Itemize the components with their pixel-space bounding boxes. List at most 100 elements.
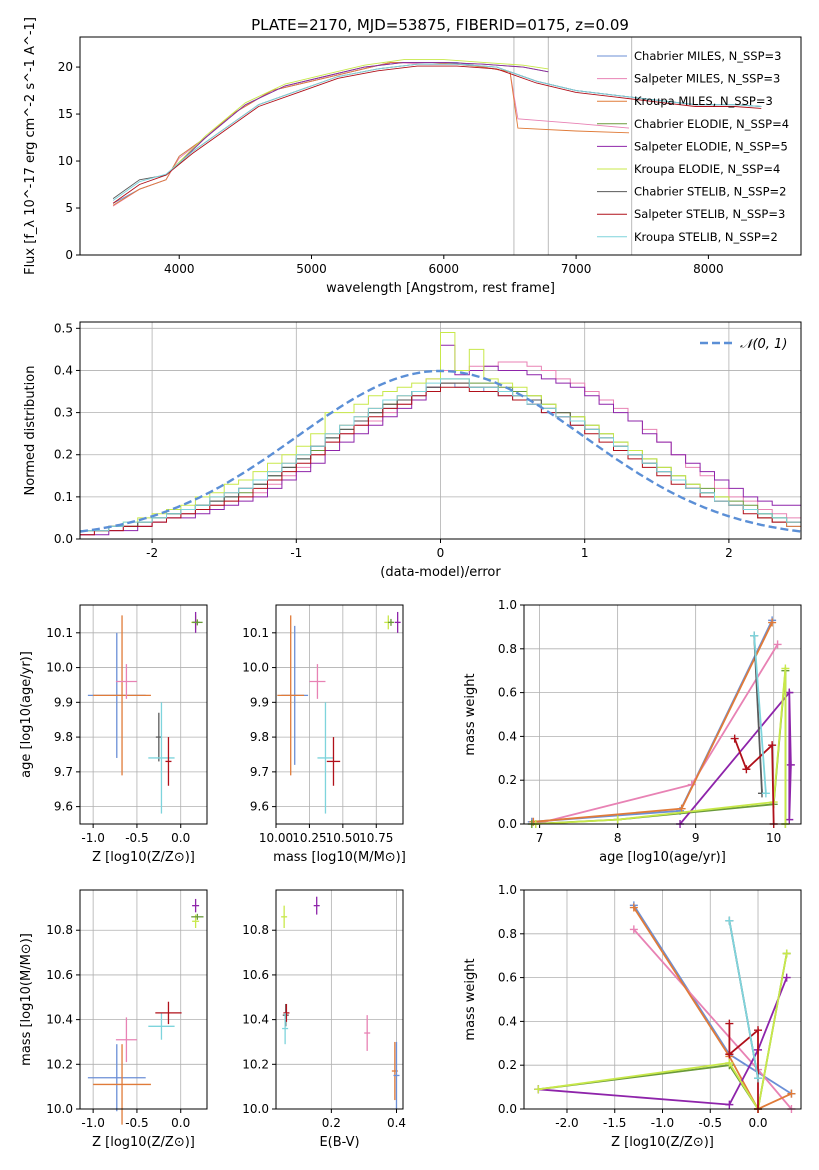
weight-marker bbox=[785, 815, 794, 824]
mass_vs_age-axes: 10.00 10.25 10.50 10.75 9.6 9.7 9.8 9.9 10.0 10.1… bbox=[242, 605, 406, 865]
plot-frame bbox=[79, 889, 208, 1110]
weight-marker bbox=[725, 916, 734, 925]
weight-marker bbox=[787, 1089, 796, 1098]
z_vs_mass-points bbox=[87, 898, 204, 1125]
legend-label: 𝒩(0, 1) bbox=[740, 337, 787, 352]
weight-marker bbox=[725, 1019, 734, 1028]
x-tick-label: -1.0 bbox=[81, 831, 104, 845]
legend-label: Chabrier MILES, N_SSP=3 bbox=[634, 49, 781, 63]
x-tick-label: 5000 bbox=[296, 262, 327, 276]
y-tick-label: 9.8 bbox=[54, 730, 73, 744]
weight-marker bbox=[742, 765, 751, 774]
x-tick-label: 10 bbox=[766, 831, 781, 845]
x-tick-label: 4000 bbox=[164, 262, 195, 276]
legend-label: Kroupa ELODIE, N_SSP=4 bbox=[634, 162, 780, 176]
x-axis-label: mass [log10(M/M⊙)] bbox=[273, 850, 406, 865]
errorbar-point bbox=[364, 1015, 371, 1051]
spectrum-series-line bbox=[165, 59, 549, 176]
plot-frame bbox=[275, 889, 404, 1110]
y-tick-label: 0.4 bbox=[498, 729, 517, 743]
x-axis-label: Z [log10(Z/Z⊙)] bbox=[92, 1135, 195, 1150]
x-tick-label: 10.00 bbox=[259, 831, 293, 845]
histogram-series bbox=[80, 378, 801, 539]
errorbar-point bbox=[155, 1001, 182, 1025]
weight-marker bbox=[754, 1026, 763, 1035]
weight-series-line bbox=[538, 977, 788, 1106]
y-tick-label: 10.1 bbox=[46, 626, 73, 640]
plot-frame bbox=[79, 36, 802, 256]
y-tick-label: 0.8 bbox=[498, 927, 517, 941]
x-tick-label: 0.0 bbox=[748, 1116, 767, 1130]
y-tick-label: 10.8 bbox=[242, 923, 269, 937]
errorbar-point bbox=[277, 615, 305, 776]
weight-marker bbox=[773, 640, 782, 649]
y-axis-label: mass [log10(M/M⊙)] bbox=[19, 933, 34, 1066]
spectrum-series-line bbox=[165, 61, 549, 176]
errorbar-point bbox=[93, 615, 151, 776]
weight-marker bbox=[730, 734, 739, 743]
x-tick-label: 10.75 bbox=[359, 831, 393, 845]
errorbar-point bbox=[283, 1003, 290, 1022]
y-tick-label: 0.0 bbox=[498, 1102, 517, 1116]
errorbar-point bbox=[93, 1044, 151, 1125]
y-tick-label: 10.4 bbox=[46, 1013, 73, 1027]
weight-marker bbox=[613, 815, 622, 824]
gaussian-curve bbox=[80, 369, 801, 533]
weight-marker bbox=[761, 789, 770, 798]
errorbar-point bbox=[192, 898, 200, 913]
x-tick-label: 9 bbox=[692, 831, 700, 845]
z_vs_age-axes: -1.0 -0.5 0.0 9.6 9.7 9.8 9.9 10.0 10.1 Z [log10(… bbox=[19, 605, 207, 865]
y-tick-label: 0.2 bbox=[498, 1058, 517, 1072]
z_vs_mass-axes: -1.0 -0.5 0.0 10.0 10.2 10.4 10.6 10.8 Z [log10(… bbox=[19, 890, 207, 1150]
histogram-layer bbox=[80, 332, 801, 539]
x-axis-label: age [log10(age/yr)] bbox=[599, 850, 726, 865]
x-axis-label: Z [log10(Z/Z⊙)] bbox=[611, 1135, 714, 1150]
errorbar-point bbox=[313, 896, 320, 915]
y-axis-label: mass weight bbox=[463, 958, 478, 1040]
x-tick-label: 0.4 bbox=[387, 1116, 406, 1130]
y-tick-label: 10.6 bbox=[46, 968, 73, 982]
errorbar-point bbox=[115, 664, 137, 699]
legend-label: Kroupa MILES, N_SSP=3 bbox=[634, 94, 773, 108]
errorbar-point bbox=[326, 737, 341, 786]
spectrum-lines bbox=[112, 37, 762, 255]
weight-series-line bbox=[538, 953, 788, 1112]
y-tick-label: 10.0 bbox=[46, 661, 73, 675]
y-tick-label: 0.3 bbox=[54, 406, 73, 420]
weight-marker bbox=[782, 949, 791, 958]
weight-marker bbox=[782, 973, 791, 982]
legend-label: Kroupa STELIB, N_SSP=2 bbox=[634, 230, 778, 244]
plot-frame bbox=[79, 604, 208, 825]
errorbar-point bbox=[115, 1017, 137, 1063]
spectrum-legend: Chabrier MILES, N_SSP=3 Salpeter MILES, N… bbox=[597, 49, 789, 244]
weight-series-line bbox=[728, 1023, 759, 1109]
y-tick-label: 0.2 bbox=[498, 773, 517, 787]
errorbar-point bbox=[387, 618, 394, 626]
plot-frame bbox=[523, 889, 802, 1110]
errorbar-point bbox=[309, 664, 326, 699]
y-tick-label: 15 bbox=[58, 107, 73, 121]
weight-series-line bbox=[633, 907, 792, 1111]
errorbar-point bbox=[87, 1044, 146, 1112]
weight-marker bbox=[629, 903, 638, 912]
y-axis-label: age [log10(age/yr)] bbox=[19, 651, 34, 778]
weight-marker bbox=[725, 1100, 734, 1109]
y-tick-label: 10.8 bbox=[46, 923, 73, 937]
spectrum-series-line bbox=[112, 65, 762, 204]
y-tick-label: 9.9 bbox=[54, 695, 73, 709]
errorbar-point bbox=[165, 737, 172, 786]
y-tick-label: 0.6 bbox=[498, 686, 517, 700]
errorbar-point bbox=[281, 905, 288, 928]
z_vs_weight-axes: -2.0 -1.5 -1.0 -0.5 0.0 0.0 0.2 0.4 0.6 0.8 1.0 Z [… bbox=[463, 883, 801, 1150]
weight-marker bbox=[785, 688, 794, 697]
residual-legend: 𝒩(0, 1) bbox=[700, 337, 787, 352]
errorbar-point bbox=[317, 702, 334, 814]
x-tick-label: -2.0 bbox=[555, 1116, 578, 1130]
weight-marker bbox=[725, 1059, 734, 1068]
errorbar-point bbox=[282, 1012, 289, 1045]
x-tick-label: -1 bbox=[290, 546, 302, 560]
y-tick-label: 10.0 bbox=[242, 661, 269, 675]
y-tick-label: 0.0 bbox=[54, 532, 73, 546]
weight-marker bbox=[534, 1085, 543, 1094]
y-tick-label: 10.0 bbox=[46, 1102, 73, 1116]
